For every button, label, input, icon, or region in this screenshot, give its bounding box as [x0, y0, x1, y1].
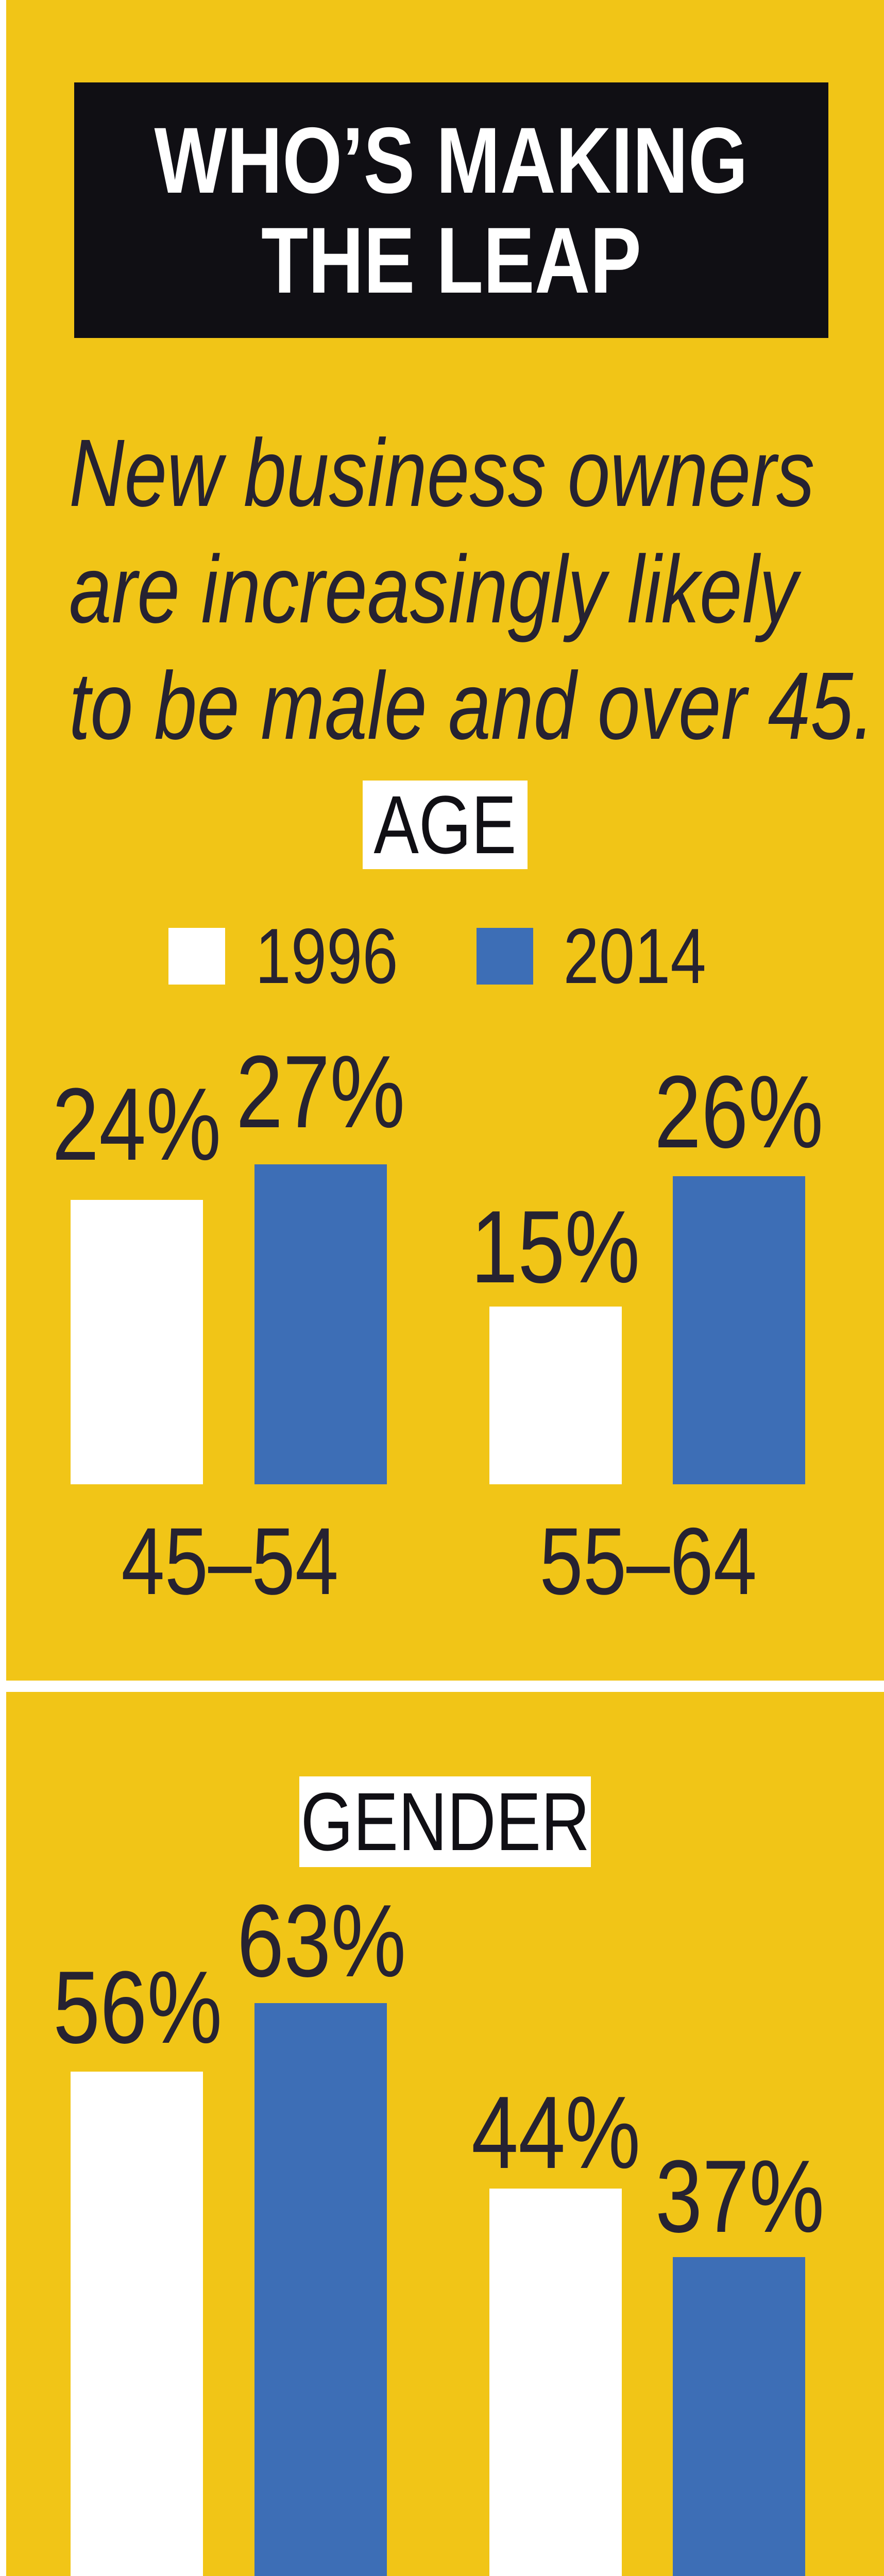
value-label-age-1996-45-54: 24%	[52, 1067, 222, 1182]
value-label-age-2014-45-54: 27%	[235, 1035, 405, 1149]
bar-age-2014-55-64	[673, 1176, 805, 1484]
value-label-gender-1996-women: 44%	[471, 2075, 641, 2190]
page-title-line1: WHO’S MAKING	[154, 108, 749, 213]
subtitle-line1: New business owners	[69, 420, 815, 527]
page-title-line2: THE LEAP	[261, 208, 641, 313]
gender-section-label: GENDER	[299, 1776, 591, 1867]
age-section-label-text: AGE	[373, 778, 517, 871]
legend-year-2014: 2014	[563, 912, 706, 1000]
gender-section-label-text: GENDER	[300, 1775, 590, 1868]
value-label-age-2014-55-64: 26%	[654, 1055, 824, 1170]
age-section-label: AGE	[363, 781, 528, 869]
legend-swatch-2014	[477, 928, 533, 985]
bar-gender-1996-women	[489, 2189, 622, 2576]
legend-item-1996: 1996	[168, 917, 414, 995]
bar-age-1996-55-64	[489, 1307, 622, 1484]
bar-gender-1996-men	[71, 2072, 203, 2576]
category-label-55-64: 55–64	[539, 1509, 757, 1615]
legend-item-2014: 2014	[477, 917, 722, 995]
subtitle-line2: are increasingly likely	[69, 536, 798, 643]
panel-gender: GENDER 56% 63% 44% 37% Men Women	[6, 1692, 884, 2576]
category-label-45-54: 45–54	[121, 1509, 338, 1615]
value-label-gender-2014-women: 37%	[655, 2139, 825, 2254]
legend-swatch-1996	[168, 928, 225, 985]
legend-year-1996: 1996	[255, 912, 398, 1000]
value-label-gender-2014-men: 63%	[236, 1884, 406, 1998]
legend: 1996 2014	[6, 917, 884, 995]
bar-gender-2014-women	[673, 2257, 805, 2576]
value-label-gender-1996-men: 56%	[53, 1950, 223, 2065]
bar-gender-2014-men	[254, 2003, 387, 2576]
panel-age: WHO’S MAKING THE LEAP New business owner…	[6, 0, 884, 1681]
bar-age-2014-45-54	[254, 1164, 387, 1484]
value-label-age-1996-55-64: 15%	[470, 1190, 640, 1304]
title-box: WHO’S MAKING THE LEAP	[74, 82, 828, 338]
subtitle: New business owners are increasingly lik…	[69, 415, 884, 765]
subtitle-line3: to be male and over 45.	[69, 653, 875, 759]
bar-age-1996-45-54	[71, 1200, 203, 1484]
